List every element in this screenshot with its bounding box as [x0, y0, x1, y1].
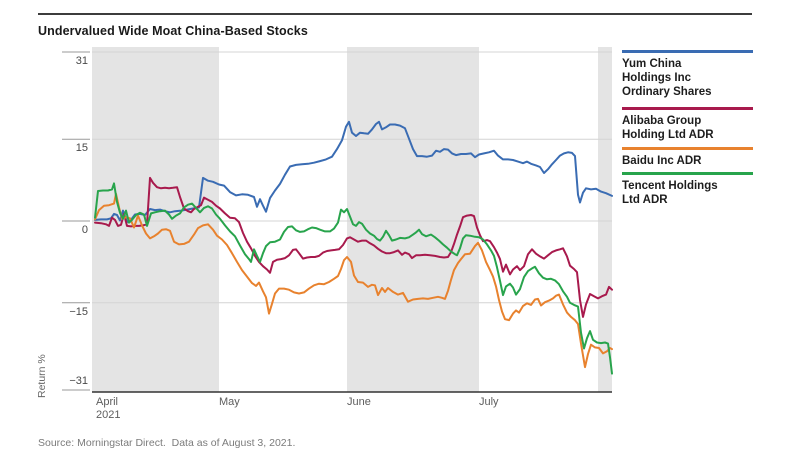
legend-label-line: Holdings Inc [622, 72, 691, 84]
x-month-label-june: June [347, 396, 371, 408]
y-tick-label-15: 15 [75, 142, 88, 155]
x-month-label-july: July [479, 396, 499, 408]
chart-title: Undervalued Wide Moat China-Based Stocks [38, 24, 308, 38]
y-tick-label-0: 0 [81, 224, 88, 236]
legend-label-line: Tencent Holdings [622, 180, 718, 192]
x-month-label-april: April [96, 396, 119, 408]
y-tick-label-31: 31 [75, 55, 88, 68]
legend-color-bar-alibaba [622, 107, 753, 110]
legend-label-line: Ltd ADR [622, 194, 668, 206]
legend-entry-baidu: Baidu Inc ADR [622, 147, 753, 168]
legend-color-bar-yum-china [622, 50, 753, 53]
legend-entry-yum-china: Yum China Holdings Inc Ordinary Shares [622, 50, 753, 99]
x-year-label: 2021 [96, 409, 121, 421]
y-tick-label-neg31: −31 [69, 374, 88, 387]
legend-label-line: Ordinary Shares [622, 86, 712, 98]
source-note: Source: Morningstar Direct. Data as of A… [38, 437, 296, 449]
legend-color-bar-baidu [622, 147, 753, 150]
legend-entry-alibaba: Alibaba Group Holding Ltd ADR [622, 107, 753, 142]
title-rule [38, 13, 752, 15]
x-month-label-may: May [219, 396, 240, 408]
y-axis-title: Return % [36, 354, 48, 398]
legend-label-line: Alibaba Group [622, 115, 702, 127]
y-tick-label-neg15: −15 [69, 305, 88, 318]
legend-color-bar-tencent [622, 172, 753, 175]
legend-label-line: Baidu Inc ADR [622, 155, 702, 167]
legend-entry-tencent: Tencent Holdings Ltd ADR [622, 172, 753, 207]
legend-label-line: Holding Ltd ADR [622, 129, 714, 141]
legend-label-line: Yum China [622, 58, 682, 70]
